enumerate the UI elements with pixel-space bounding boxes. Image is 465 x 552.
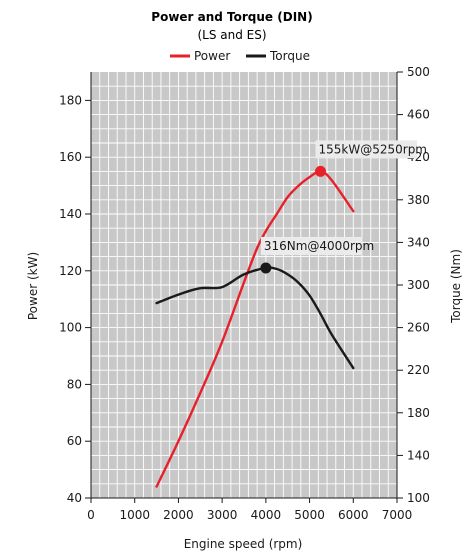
right-y-axis-label: Torque (Nm) <box>449 249 463 324</box>
right-y-tick-label: 460 <box>407 108 430 122</box>
x-tick-label: 3000 <box>207 508 238 522</box>
left-y-tick-label: 120 <box>59 264 82 278</box>
right-y-tick-label: 140 <box>407 448 430 462</box>
x-axis-label: Engine speed (rpm) <box>184 537 303 551</box>
right-y-tick-label: 380 <box>407 193 430 207</box>
legend: Power Torque <box>170 49 310 63</box>
legend-item-torque: Torque <box>246 49 310 63</box>
left-y-tick-label: 80 <box>67 377 82 391</box>
left-y-tick-label: 180 <box>59 93 82 107</box>
annotation-marker <box>260 262 272 274</box>
left-y-tick-label: 40 <box>67 491 82 505</box>
annotation-label-bg <box>260 236 363 255</box>
series-line-torque <box>155 266 355 370</box>
legend-label: Torque <box>269 49 310 63</box>
x-tick-label: 6000 <box>338 508 369 522</box>
left-y-tick-label: 60 <box>67 434 82 448</box>
annotation-power: 155kW@5250rpm <box>315 140 427 177</box>
x-axis-ticks: 0 1000 2000 3000 4000 5000 6000 7000 <box>87 498 412 522</box>
right-y-tick-label: 220 <box>407 363 430 377</box>
right-y-tick-label: 300 <box>407 278 430 292</box>
left-y-axis-ticks: 40 60 80 100 120 140 160 180 <box>59 93 91 505</box>
x-tick-label: 0 <box>87 508 95 522</box>
legend-label: Power <box>194 49 230 63</box>
annotations: 155kW@5250rpm 316Nm@4000rpm <box>260 140 427 274</box>
right-y-tick-label: 260 <box>407 321 430 335</box>
left-y-tick-label: 140 <box>59 207 82 221</box>
grid <box>91 72 397 498</box>
x-tick-label: 4000 <box>251 508 282 522</box>
left-y-tick-label: 100 <box>59 321 82 335</box>
chart-title: Power and Torque (DIN) <box>151 10 312 24</box>
right-y-tick-label: 180 <box>407 406 430 420</box>
x-tick-label: 7000 <box>382 508 413 522</box>
x-tick-label: 5000 <box>294 508 325 522</box>
right-y-tick-label: 100 <box>407 491 430 505</box>
annotation-label-bg <box>315 140 418 159</box>
left-y-axis-label: Power (kW) <box>26 252 40 320</box>
annotation-label: 316Nm@4000rpm <box>264 239 374 253</box>
right-y-tick-label: 340 <box>407 235 430 249</box>
x-tick-label: 2000 <box>163 508 194 522</box>
legend-item-power: Power <box>170 49 230 63</box>
x-tick-label: 1000 <box>119 508 150 522</box>
right-y-tick-label: 500 <box>407 65 430 79</box>
left-y-tick-label: 160 <box>59 150 82 164</box>
annotation-label: 155kW@5250rpm <box>319 142 428 156</box>
chart-subtitle: (LS and ES) <box>197 28 266 42</box>
annotation-marker <box>315 165 326 177</box>
annotation-torque: 316Nm@4000rpm <box>260 236 374 274</box>
